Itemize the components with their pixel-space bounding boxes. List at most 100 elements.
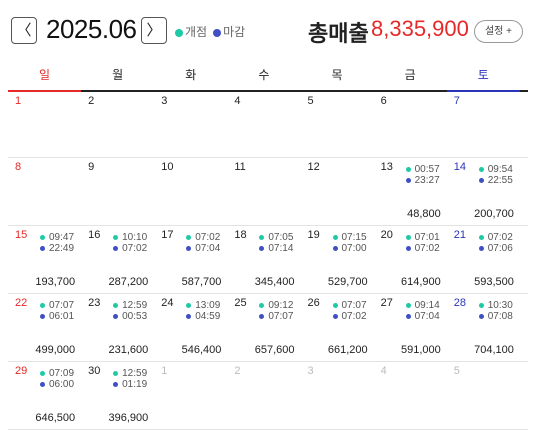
day-times: 10:10 07:02 bbox=[113, 232, 147, 254]
weekday-label: 화 bbox=[185, 68, 197, 82]
day-number: 24 bbox=[161, 297, 174, 309]
close-time-text: 04:59 bbox=[195, 311, 221, 322]
calendar-day-cell[interactable]: 18 07:05 07:14 345,400 bbox=[227, 226, 300, 293]
calendar-day-cell[interactable]: 23 12:59 00:53 231,600 bbox=[81, 294, 154, 361]
calendar-day-cell[interactable]: 2 bbox=[81, 92, 154, 157]
calendar-day-cell[interactable]: 11 bbox=[227, 158, 300, 225]
day-number: 20 bbox=[380, 229, 393, 241]
close-time-text: 23:27 bbox=[414, 175, 440, 186]
calendar-day-cell[interactable]: 29 07:09 06:00 646,500 bbox=[8, 362, 81, 429]
calendar-day-cell[interactable]: 3 bbox=[301, 362, 374, 429]
day-number: 21 bbox=[453, 229, 466, 241]
day-number: 3 bbox=[307, 365, 314, 377]
calendar-day-cell[interactable]: 4 bbox=[374, 362, 447, 429]
legend-close: 마감 bbox=[213, 23, 245, 40]
day-sales: 546,400 bbox=[181, 344, 222, 356]
open-time: 07:07 bbox=[40, 300, 74, 311]
day-times: 12:59 01:19 bbox=[113, 368, 147, 390]
close-dot-icon bbox=[113, 314, 119, 319]
calendar-day-cell[interactable]: 14 09:54 22:55 200,700 bbox=[447, 158, 520, 225]
day-sales: 287,200 bbox=[108, 276, 149, 288]
day-times: 07:09 06:00 bbox=[40, 368, 74, 390]
day-number: 29 bbox=[15, 365, 28, 377]
close-time: 07:04 bbox=[405, 311, 440, 322]
calendar-day-cell[interactable]: 7 bbox=[447, 92, 520, 157]
calendar-day-cell[interactable]: 15 09:47 22:49 193,700 bbox=[8, 226, 81, 293]
close-time-text: 07:02 bbox=[341, 311, 367, 322]
calendar-day-cell[interactable]: 30 12:59 01:19 396,900 bbox=[81, 362, 154, 429]
open-time: 07:02 bbox=[478, 232, 513, 243]
calendar-grid: 1 2 3 4 5 6 7 8 9 10 11 12 13 00:57 23:27 48,800 14 09:54… bbox=[8, 92, 528, 430]
close-time-text: 22:49 bbox=[49, 243, 75, 254]
close-time-text: 06:00 bbox=[49, 379, 75, 390]
calendar-day-cell[interactable]: 6 bbox=[374, 92, 447, 157]
close-dot-icon bbox=[40, 246, 45, 251]
close-time: 07:07 bbox=[259, 311, 293, 322]
close-dot-icon bbox=[405, 178, 411, 183]
day-number: 19 bbox=[307, 229, 320, 241]
calendar-day-cell[interactable]: 10 bbox=[154, 158, 227, 225]
calendar-day-cell[interactable]: 4 bbox=[227, 92, 300, 157]
close-dot-icon bbox=[478, 314, 484, 319]
open-time: 10:30 bbox=[478, 300, 513, 311]
calendar-day-cell[interactable]: 13 00:57 23:27 48,800 bbox=[374, 158, 447, 225]
open-dot-icon bbox=[113, 303, 119, 308]
calendar-day-cell[interactable]: 27 09:14 07:04 591,000 bbox=[374, 294, 447, 361]
close-time: 06:00 bbox=[40, 379, 74, 390]
calendar-day-cell[interactable]: 25 09:12 07:07 657,600 bbox=[227, 294, 300, 361]
calendar-day-cell[interactable]: 1 bbox=[8, 92, 81, 157]
calendar-day-cell[interactable]: 28 10:30 07:08 704,100 bbox=[447, 294, 520, 361]
close-dot-icon bbox=[186, 246, 192, 251]
calendar-day-cell[interactable]: 19 07:15 07:00 529,700 bbox=[301, 226, 374, 293]
day-number: 15 bbox=[15, 229, 28, 241]
open-time-text: 07:01 bbox=[414, 232, 440, 243]
day-times: 09:12 07:07 bbox=[259, 300, 293, 322]
calendar-day-cell[interactable]: 17 07:02 07:04 587,700 bbox=[154, 226, 227, 293]
day-number: 4 bbox=[234, 95, 241, 107]
close-time-text: 07:04 bbox=[414, 311, 440, 322]
calendar-day-cell[interactable]: 24 13:09 04:59 546,400 bbox=[154, 294, 227, 361]
day-number: 25 bbox=[234, 297, 247, 309]
calendar-day-cell[interactable]: 1 bbox=[154, 362, 227, 429]
calendar-day-cell[interactable]: 21 07:02 07:06 593,500 bbox=[447, 226, 520, 293]
open-dot-icon bbox=[40, 371, 45, 376]
day-number: 13 bbox=[380, 161, 393, 173]
open-dot-icon bbox=[259, 303, 265, 308]
prev-month-button[interactable]: 〈 bbox=[11, 17, 37, 44]
calendar-day-cell[interactable]: 26 07:07 07:02 661,200 bbox=[301, 294, 374, 361]
day-number: 10 bbox=[161, 161, 174, 173]
close-time: 07:02 bbox=[113, 243, 147, 254]
close-time-text: 06:01 bbox=[49, 311, 75, 322]
calendar-day-cell[interactable]: 5 bbox=[447, 362, 520, 429]
close-time: 07:02 bbox=[332, 311, 367, 322]
weekday-label: 월 bbox=[112, 68, 124, 82]
open-dot-icon bbox=[259, 235, 265, 240]
day-number: 1 bbox=[161, 365, 168, 377]
calendar-day-cell[interactable]: 3 bbox=[154, 92, 227, 157]
calendar-day-cell[interactable]: 16 10:10 07:02 287,200 bbox=[81, 226, 154, 293]
legend-open: 개점 bbox=[175, 23, 207, 40]
day-sales: 657,600 bbox=[254, 344, 295, 356]
open-time: 07:05 bbox=[259, 232, 293, 243]
calendar-day-cell[interactable]: 5 bbox=[301, 92, 374, 157]
day-times: 10:30 07:08 bbox=[478, 300, 513, 322]
close-dot-icon bbox=[40, 382, 45, 387]
settings-button[interactable]: 설정 + bbox=[474, 20, 523, 43]
close-dot-icon bbox=[40, 314, 45, 319]
next-month-button[interactable]: 〉 bbox=[141, 17, 167, 44]
calendar-day-cell[interactable]: 20 07:01 07:02 614,900 bbox=[374, 226, 447, 293]
day-number: 2 bbox=[88, 95, 95, 107]
calendar-week-row: 15 09:47 22:49 193,700 16 10:10 07:02 287,200 17… bbox=[8, 226, 528, 294]
total-sales-label: 총매출 bbox=[308, 21, 369, 46]
close-time: 07:06 bbox=[478, 243, 513, 254]
close-time-text: 07:07 bbox=[268, 311, 294, 322]
calendar-day-cell[interactable]: 9 bbox=[81, 158, 154, 225]
close-time-text: 01:19 bbox=[122, 379, 148, 390]
calendar-day-cell[interactable]: 22 07:07 06:01 499,000 bbox=[8, 294, 81, 361]
calendar-day-cell[interactable]: 8 bbox=[8, 158, 81, 225]
day-number: 3 bbox=[161, 95, 168, 107]
calendar-day-cell[interactable]: 2 bbox=[227, 362, 300, 429]
close-dot-icon bbox=[259, 246, 265, 251]
calendar-day-cell[interactable]: 12 bbox=[301, 158, 374, 225]
close-dot-icon bbox=[332, 246, 338, 251]
